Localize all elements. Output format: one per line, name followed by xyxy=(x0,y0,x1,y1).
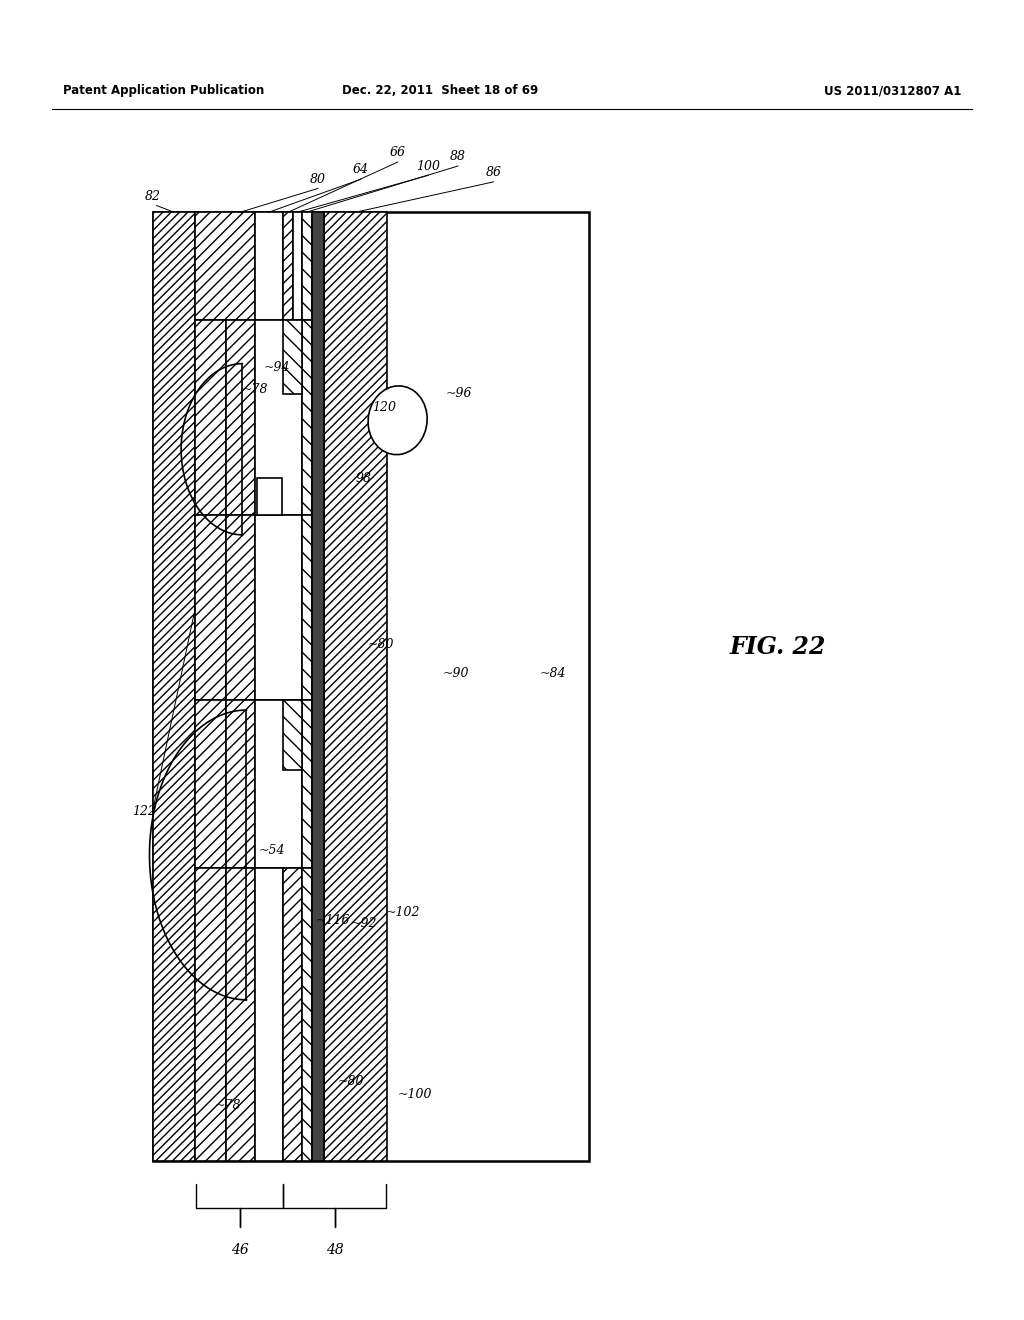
Bar xyxy=(302,700,312,869)
Text: 82: 82 xyxy=(144,190,161,203)
Text: ~78: ~78 xyxy=(242,384,268,396)
Text: ~78: ~78 xyxy=(215,1098,242,1111)
Bar xyxy=(255,700,302,869)
Bar xyxy=(302,515,312,700)
Text: ~80: ~80 xyxy=(368,638,394,651)
Bar xyxy=(324,213,387,1160)
Bar xyxy=(302,869,312,1160)
Text: ~80: ~80 xyxy=(337,1074,364,1088)
Bar xyxy=(153,213,196,1160)
Text: 86: 86 xyxy=(485,166,502,180)
Text: 88: 88 xyxy=(450,150,466,164)
Text: 80: 80 xyxy=(310,173,326,186)
Bar xyxy=(226,515,255,700)
Text: 66: 66 xyxy=(389,147,406,160)
Text: 64: 64 xyxy=(353,164,369,177)
Bar xyxy=(257,478,283,515)
Bar xyxy=(255,515,302,700)
Text: ~90: ~90 xyxy=(442,667,469,680)
Text: ~100: ~100 xyxy=(397,1088,432,1101)
Text: 122: 122 xyxy=(132,805,157,818)
Text: US 2011/0312807 A1: US 2011/0312807 A1 xyxy=(824,84,962,98)
Bar xyxy=(284,213,294,321)
Text: Dec. 22, 2011  Sheet 18 of 69: Dec. 22, 2011 Sheet 18 of 69 xyxy=(342,84,539,98)
Text: ~94: ~94 xyxy=(264,362,291,374)
Bar xyxy=(284,700,302,771)
Text: 46: 46 xyxy=(231,1242,249,1257)
Text: 48: 48 xyxy=(326,1242,344,1257)
Text: 98: 98 xyxy=(356,471,372,484)
Text: ~116: ~116 xyxy=(316,915,350,928)
Bar xyxy=(153,213,589,1160)
Ellipse shape xyxy=(368,385,427,454)
Text: ~84: ~84 xyxy=(540,667,566,680)
Bar xyxy=(284,321,302,395)
Bar xyxy=(226,869,255,1160)
Bar xyxy=(226,321,255,515)
Bar xyxy=(226,700,255,869)
Text: ~92: ~92 xyxy=(350,917,377,931)
Bar xyxy=(196,515,226,700)
Text: ~96: ~96 xyxy=(445,388,472,400)
Bar xyxy=(196,700,226,869)
Bar xyxy=(284,869,302,1160)
Text: ~102: ~102 xyxy=(385,907,420,920)
Bar xyxy=(302,321,312,515)
Bar xyxy=(196,321,226,515)
Bar xyxy=(255,213,284,321)
Text: 120: 120 xyxy=(373,400,396,413)
Bar xyxy=(196,869,226,1160)
Bar xyxy=(302,213,312,321)
Bar xyxy=(294,213,302,321)
Bar xyxy=(312,213,324,1160)
Bar xyxy=(255,321,302,515)
Bar xyxy=(196,213,255,321)
Text: Patent Application Publication: Patent Application Publication xyxy=(62,84,264,98)
Text: 100: 100 xyxy=(417,160,440,173)
Text: FIG. 22: FIG. 22 xyxy=(729,635,825,659)
Text: ~54: ~54 xyxy=(259,845,286,858)
Bar xyxy=(255,869,284,1160)
